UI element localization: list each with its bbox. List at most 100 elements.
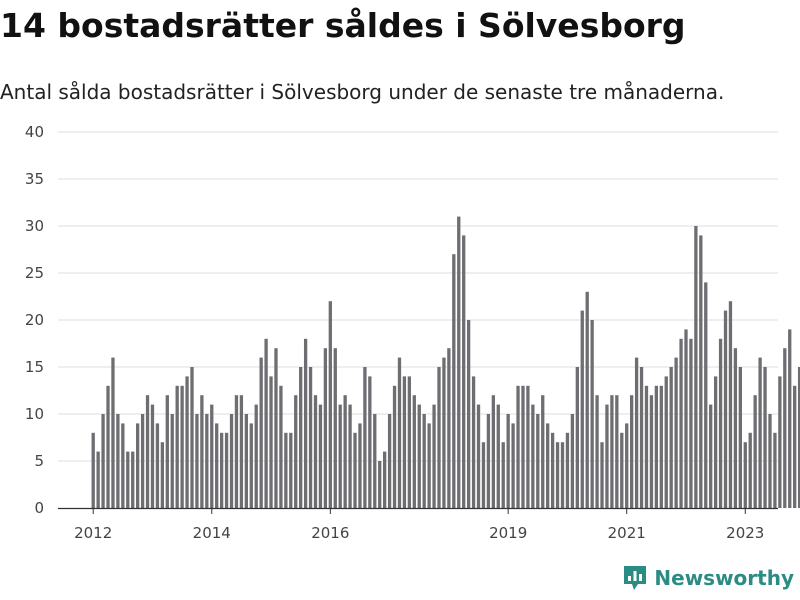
bar (284, 432, 288, 508)
y-tick-label: 20 (25, 311, 44, 329)
bar (516, 385, 520, 508)
bar (126, 451, 130, 508)
bar (699, 235, 703, 508)
bar (407, 376, 412, 508)
bar (733, 348, 738, 508)
bar (466, 320, 471, 508)
bar (704, 282, 708, 508)
bar (215, 423, 219, 508)
bar (205, 414, 209, 508)
bar (279, 385, 283, 508)
y-tick-label: 10 (25, 405, 44, 423)
bar (170, 414, 174, 508)
bar (778, 376, 782, 508)
x-tick-label: 2023 (726, 524, 764, 542)
bar (150, 404, 155, 508)
bar (565, 432, 570, 508)
bar (605, 404, 609, 508)
bar (630, 395, 634, 508)
y-tick-label: 30 (25, 217, 44, 235)
bar (190, 367, 194, 508)
bar (96, 451, 100, 508)
bar (793, 385, 797, 508)
bar (797, 367, 800, 508)
bar (773, 432, 777, 508)
bar (639, 367, 644, 508)
bar (748, 432, 752, 508)
bar (713, 376, 718, 508)
bar (452, 254, 456, 508)
bar (383, 451, 387, 508)
bar (644, 385, 649, 508)
bar (575, 367, 579, 508)
y-tick-label: 40 (25, 123, 44, 141)
bar (136, 423, 140, 508)
bar (323, 348, 328, 508)
bar (546, 423, 550, 508)
bar (615, 395, 619, 508)
x-tick-label: 2016 (311, 524, 349, 542)
bar (145, 395, 150, 508)
bar (160, 442, 165, 508)
bar (679, 338, 683, 508)
bar (738, 367, 742, 508)
y-tick-label: 0 (34, 499, 44, 517)
bar (289, 432, 293, 508)
bar (481, 442, 486, 508)
bar (353, 432, 357, 508)
bar (753, 395, 757, 508)
bar (511, 423, 515, 508)
bar (669, 367, 673, 508)
bar (422, 414, 426, 508)
bar (106, 385, 110, 508)
y-tick-label: 15 (25, 358, 44, 376)
bar (402, 376, 407, 508)
bar (269, 376, 273, 508)
bar (541, 395, 545, 508)
bar (580, 310, 584, 508)
bar (728, 301, 733, 508)
bar (595, 395, 599, 508)
bar (600, 442, 604, 508)
bar (131, 451, 135, 508)
bar (116, 414, 120, 508)
bar (432, 404, 436, 508)
bar (447, 348, 451, 508)
bar (654, 385, 659, 508)
bar (294, 395, 298, 508)
bar (219, 432, 224, 508)
y-tick-label: 25 (25, 264, 44, 282)
bar (397, 357, 402, 508)
bar (476, 404, 481, 508)
bar (249, 423, 253, 508)
bar (328, 301, 332, 508)
bar (224, 432, 229, 508)
bar (348, 404, 352, 508)
bar (457, 216, 461, 508)
bar (664, 376, 668, 508)
bar (378, 461, 382, 508)
bar (506, 414, 510, 508)
bar (318, 404, 323, 508)
bar (387, 414, 392, 508)
bar (185, 376, 189, 508)
bar (491, 395, 495, 508)
bar (91, 432, 95, 508)
x-tick-label: 2019 (489, 524, 527, 542)
bar (343, 395, 347, 508)
bar (536, 414, 540, 508)
bar (427, 423, 431, 508)
x-tick-label: 2012 (74, 524, 112, 542)
bar (368, 376, 372, 508)
bar (101, 414, 105, 508)
bar (471, 376, 476, 508)
bar (121, 423, 125, 508)
bar (264, 338, 268, 508)
grid-lines (58, 131, 778, 462)
bar (634, 357, 639, 508)
bar (496, 404, 500, 508)
bar (373, 414, 377, 508)
bar (659, 385, 663, 508)
bar (165, 395, 169, 508)
